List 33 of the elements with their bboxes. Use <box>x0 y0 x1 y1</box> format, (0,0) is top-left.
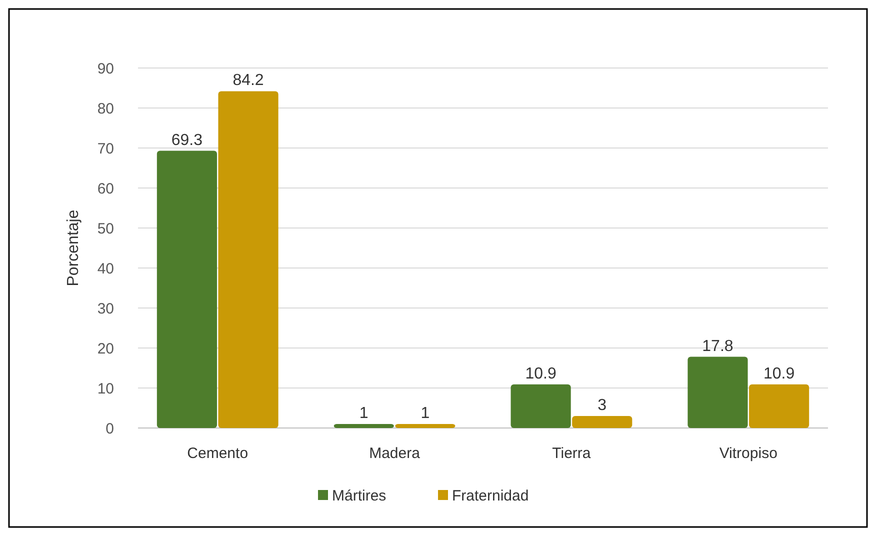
bar <box>156 150 218 428</box>
x-tick-label: Madera <box>369 445 421 462</box>
x-tick-label: Tierra <box>552 445 592 462</box>
y-tick-label: 10 <box>97 380 114 398</box>
bar <box>572 416 632 428</box>
legend-label: Mártires <box>332 487 386 504</box>
y-tick-label: 60 <box>97 180 114 198</box>
bar <box>395 424 456 428</box>
y-tick-label: 0 <box>106 420 114 438</box>
y-tick-label: 70 <box>97 140 114 158</box>
data-label: 84.2 <box>232 72 264 90</box>
y-tick-label: 40 <box>97 260 114 278</box>
data-label: 69.3 <box>171 132 203 149</box>
bar <box>334 424 394 428</box>
y-axis-title: Porcentaje <box>65 210 82 286</box>
y-tick-label: 30 <box>97 300 114 318</box>
data-label: 10.9 <box>525 365 556 382</box>
y-tick-label: 80 <box>97 100 114 118</box>
y-tick-label: 20 <box>97 340 114 358</box>
x-tick-label: Cemento <box>187 445 248 462</box>
bar <box>749 384 810 428</box>
bar <box>688 356 748 428</box>
data-label: 3 <box>598 397 607 414</box>
data-label: 17.8 <box>702 338 734 355</box>
y-tick-label: 50 <box>97 220 114 238</box>
legend-label: Fraternidad <box>452 487 529 504</box>
data-label: 1 <box>359 405 368 422</box>
x-tick-label: Vitropiso <box>719 445 778 462</box>
data-label: 1 <box>420 405 430 422</box>
bar <box>510 384 571 428</box>
y-tick-label: 90 <box>97 60 114 78</box>
data-label: 10.9 <box>763 365 795 382</box>
bar <box>218 91 278 428</box>
